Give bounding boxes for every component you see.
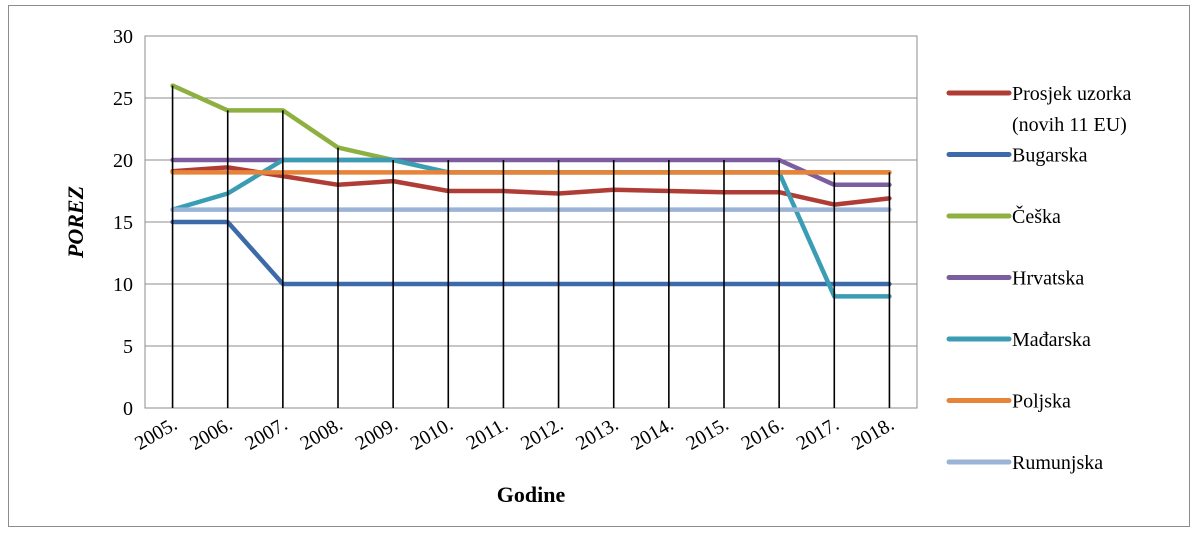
x-tick-label: 2008. xyxy=(297,413,347,455)
legend-label: Bugarska xyxy=(1012,145,1088,167)
x-axis-title: Godine xyxy=(497,482,566,507)
legend-label: Rumunjska xyxy=(1012,452,1103,474)
x-tick-label: 2017. xyxy=(793,413,843,455)
legend-item-2: Češka xyxy=(946,204,1061,228)
legend-label: Poljska xyxy=(1012,391,1071,413)
series-line-4 xyxy=(170,157,892,299)
y-tick-label: 20 xyxy=(113,150,133,172)
x-tick-label: 2012. xyxy=(517,413,567,455)
y-tick-label: 0 xyxy=(123,398,133,420)
legend-item-3: Hrvatska xyxy=(946,268,1084,290)
y-axis-title: POREZ xyxy=(63,186,88,259)
x-tick-label: 2006. xyxy=(186,413,236,455)
legend-item-5: Poljska xyxy=(946,391,1071,413)
x-tick-label: 2016. xyxy=(738,413,788,455)
legend-item-6: Rumunjska xyxy=(946,452,1103,474)
legend-label: (novih 11 EU) xyxy=(1012,114,1127,136)
legend-item-0: Prosjek uzorka (novih 11 EU) xyxy=(946,83,1132,136)
y-tick-label: 25 xyxy=(113,88,133,110)
x-tick-label: 2015. xyxy=(683,413,733,455)
series-line-1 xyxy=(170,219,892,287)
x-tick-label: 2018. xyxy=(848,413,898,455)
x-tick-label: 2005. xyxy=(131,413,181,455)
x-tick-label: 2009. xyxy=(352,413,402,455)
legend-item-4: Mađarska xyxy=(946,329,1091,351)
x-tick-label: 2010. xyxy=(407,413,457,455)
x-tick-label: 2007. xyxy=(241,413,291,455)
x-tick-label: 2013. xyxy=(572,413,622,455)
y-tick-label: 5 xyxy=(123,336,133,358)
legend-label: Prosjek uzorka xyxy=(1012,83,1132,105)
legend-label: Češka xyxy=(1012,204,1061,228)
legend-label: Mađarska xyxy=(1012,329,1091,351)
y-tick-label: 30 xyxy=(113,26,133,48)
legend-label: Hrvatska xyxy=(1012,268,1084,290)
x-tick-label: 2014. xyxy=(627,413,677,455)
series-line-0 xyxy=(170,165,892,207)
y-tick-label: 15 xyxy=(113,212,133,234)
y-tick-label: 10 xyxy=(113,274,133,296)
legend-item-1: Bugarska xyxy=(946,145,1088,167)
x-tick-label: 2011. xyxy=(463,413,512,454)
chart-frame: 0 5 10 15 20 25 30 2005. 2006. 2007. 2008. 2009. 201… xyxy=(8,5,1190,527)
